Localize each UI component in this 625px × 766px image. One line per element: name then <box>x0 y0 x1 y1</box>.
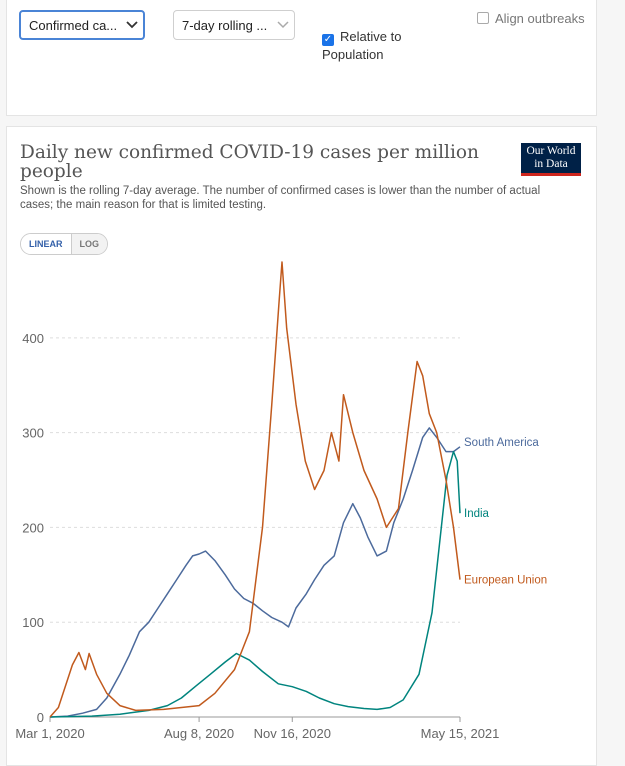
owid-logo[interactable]: Our World in Data <box>521 143 581 176</box>
align-outbreaks-toggle[interactable]: Align outbreaks <box>477 11 585 26</box>
checkbox-unchecked-icon[interactable] <box>477 12 489 24</box>
relative-label-line2: Population <box>322 47 384 62</box>
align-outbreaks-label: Align outbreaks <box>495 11 585 26</box>
metric-select[interactable]: Confirmed ca... <box>19 10 145 40</box>
chart-subtitle: Shown is the rolling 7-day average. The … <box>20 185 541 211</box>
x-tick-label: Mar 1, 2020 <box>15 726 84 741</box>
y-tick-label: 400 <box>22 331 44 346</box>
metric-select-value: Confirmed ca... <box>29 17 118 33</box>
checkbox-checked-icon[interactable]: ✓ <box>322 34 334 46</box>
series-line-european-union <box>49 261 461 718</box>
series-label-south-america: South America <box>464 437 539 449</box>
linear-scale-button[interactable]: LINEAR <box>21 234 72 254</box>
series-line-india <box>49 450 461 718</box>
chart-title: Daily new confirmed COVID-19 cases per m… <box>20 142 479 182</box>
chevron-down-icon <box>272 21 294 29</box>
y-tick-label: 200 <box>22 520 44 535</box>
y-tick-label: 100 <box>22 615 44 630</box>
x-tick-label: Aug 8, 2020 <box>164 726 234 741</box>
series-label-india: India <box>464 508 490 520</box>
x-tick-label: May 15, 2021 <box>421 726 500 741</box>
controls-panel: Confirmed ca... 7-day rolling ... ✓ Relat… <box>6 0 597 116</box>
y-tick-label: 300 <box>22 426 44 441</box>
interval-select-value: 7-day rolling ... <box>182 17 268 33</box>
y-tick-label: 0 <box>37 710 44 725</box>
logo-line2: in Data <box>534 158 568 170</box>
scale-toggle: LINEAR LOG <box>20 233 108 255</box>
interval-select[interactable]: 7-day rolling ... <box>173 10 295 40</box>
relative-label-line1: Relative to <box>340 29 402 44</box>
x-tick-label: Nov 16, 2020 <box>254 726 331 741</box>
series-label-european-union: European Union <box>464 575 547 587</box>
logo-line1: Our World <box>526 145 576 157</box>
chevron-down-icon <box>121 21 143 29</box>
chart-card: Daily new confirmed COVID-19 cases per m… <box>6 126 597 766</box>
series-line-south-america <box>49 427 461 718</box>
log-scale-button[interactable]: LOG <box>71 234 107 254</box>
relative-to-population-toggle[interactable]: ✓ Relative to Population <box>322 28 401 63</box>
